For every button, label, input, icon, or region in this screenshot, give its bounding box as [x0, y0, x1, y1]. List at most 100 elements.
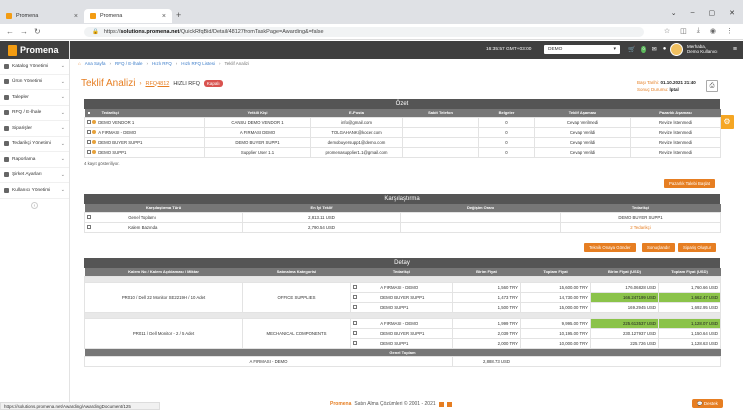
collapse-sidebar-icon[interactable]: ‹ [31, 201, 38, 209]
browser-tab-active[interactable]: Promena × [84, 9, 172, 23]
row-checkbox[interactable] [87, 120, 91, 125]
user-name[interactable]: Merhaba, Demo Kullanıcı [687, 44, 718, 54]
row-checkbox[interactable] [87, 150, 91, 155]
close-tab-icon[interactable]: × [73, 12, 78, 20]
table-row: PR010 / Dell 22 Monitor SE2219H / 10 Ade… [84, 281, 721, 313]
row-checkbox[interactable] [87, 215, 91, 220]
linkedin-icon[interactable] [438, 401, 444, 407]
row-checkbox[interactable] [353, 331, 357, 336]
rfq-link[interactable]: RFQ4812 [145, 80, 170, 87]
ozet-header: Tedarikçi [84, 109, 205, 117]
breadcrumb-item[interactable]: Ana Sayfa [84, 61, 106, 66]
start-negotiation-button[interactable]: Pazarlık Talebi Başlat [664, 179, 716, 188]
breadcrumb-item[interactable]: RFQ / E-İhale [114, 61, 143, 66]
twitter-icon[interactable] [446, 401, 452, 407]
url-input[interactable]: 🔒 https://solutions.promena.net/QuickRfq… [84, 27, 644, 37]
detay-header: Satınalma Kategorisi [242, 268, 351, 276]
request-icon [4, 94, 9, 100]
table-row: DEMO SUPP1 1,500 TRY 15,000.00 TRY 169.2… [85, 301, 721, 313]
sidebar-item-katalog[interactable]: Katalog Yönetimi ⌄ [0, 59, 69, 75]
row-checkbox[interactable] [353, 295, 357, 300]
cart-icon[interactable]: 🛒 [628, 47, 636, 53]
table-row: A FIRMASI - DEMO A FIRMASI DEMO TOLGAHANK… [84, 126, 721, 138]
user-icon [92, 130, 97, 135]
detay-header: Toplam Fiyat (USD) [658, 268, 721, 276]
row-checkbox[interactable] [87, 140, 91, 145]
window-controls: ⌄ – ▢ ✕ [671, 9, 735, 17]
row-checkbox[interactable] [87, 225, 91, 230]
page-title: Teklif Analizi › RFQ4812 HIZLI RFQ Kapal… [81, 78, 223, 89]
table-row: DEMO BUYER SUPP1 DEMO BUYER SUPP1 demobuy… [84, 136, 721, 148]
reload-icon[interactable]: ↻ [34, 27, 41, 36]
avatar[interactable] [670, 43, 683, 56]
minimize-icon[interactable]: – [690, 9, 695, 16]
row-checkbox[interactable] [353, 285, 357, 290]
row-checkbox[interactable] [353, 305, 357, 310]
close-tab-icon[interactable]: × [161, 12, 166, 20]
app-topbar: 16:35:57 GMT+03:00 DEMO ▾ 🛒 0 ✉ ● Merhaba… [70, 41, 743, 59]
grand-total-header: Genel Toplam [84, 348, 721, 356]
home-icon: ⌂ [78, 61, 81, 66]
karsilastirma-header: Tedarikçi [560, 204, 721, 212]
report-icon [4, 156, 9, 162]
sidebar-item-raporlama[interactable]: Raporlama ⌄ [0, 152, 69, 168]
sidebar-item-talepler[interactable]: Talepler ⌄ [0, 90, 69, 106]
browser-toolbar-icons: ☆ ◫ ⤓ ◉ ⋮ [664, 27, 733, 35]
table-row: A FIRMASI - DEMO 2,888.73 USD [84, 355, 721, 367]
sidebar-item-siparisler[interactable]: Siparişler ⌄ [0, 121, 69, 137]
back-icon[interactable]: ← [6, 27, 14, 36]
close-window-icon[interactable]: ✕ [729, 10, 735, 17]
breadcrumb-item[interactable]: Hızlı RFQ Listesi [181, 61, 216, 66]
record-count: 4 kayıt gösteriliyor. [84, 160, 120, 166]
detay-header: Kalem No / Kalem Açıklaması / Miktar [84, 268, 243, 276]
supplier-count-link[interactable]: 2 Tedarikçi [560, 221, 721, 233]
chevron-down-icon: ⌄ [60, 94, 65, 101]
table-row: PR011 / Dell Monitor - 2 / 5 Adet MECHAN… [84, 317, 721, 349]
download-icon[interactable]: ⤓ [696, 27, 700, 34]
promena-logo[interactable]: Promena [0, 41, 69, 59]
tab-list-icon[interactable]: ⌄ [670, 10, 677, 17]
account-icon[interactable]: ◉ [709, 28, 716, 35]
ozet-title: Özet [84, 99, 720, 109]
browser-tab[interactable]: Promena × [0, 9, 84, 23]
chevron-down-icon: ⌄ [60, 78, 65, 85]
browser-status-url: https://solutions.promena.net/Awarding/A… [0, 402, 160, 410]
settings-float-button[interactable]: ⚙ [720, 115, 734, 129]
detay-panel: Detay Kalem No / Kalem Açıklaması / Mikt… [84, 258, 721, 367]
create-order-button[interactable]: Sipariş Oluştur [678, 243, 717, 252]
new-tab-icon[interactable]: + [176, 10, 182, 20]
hamburger-icon[interactable]: ≡ [732, 46, 737, 53]
karsilastirma-title: Karşılaştırma [84, 194, 720, 204]
support-button[interactable]: 💬 Destek [692, 399, 723, 408]
cart-badge: 0 [641, 46, 646, 53]
maximize-icon[interactable]: ▢ [708, 10, 716, 17]
table-row: Kalem Bazında 2,790.54 USD 2 Tedarikçi [84, 221, 721, 233]
row-checkbox[interactable] [353, 341, 357, 346]
row-checkbox[interactable] [87, 130, 91, 135]
send-technical-approval-button[interactable]: Teknik Onaya Gönder [584, 243, 636, 252]
item-description: PR010 / Dell 22 Monitor SE2219H / 10 Ade… [84, 281, 243, 313]
print-button[interactable]: ⎙ [706, 80, 718, 92]
row-checkbox[interactable] [353, 321, 357, 326]
finalize-button[interactable]: Sonuçlandır [642, 243, 675, 252]
menu-dots-icon[interactable]: ⋮ [726, 28, 733, 35]
sidebar-item-kullanici[interactable]: Kullanıcı Yönetimi ⌄ [0, 183, 69, 199]
sidebar-item-urun[interactable]: Ürün Yönetimi ⌄ [0, 75, 69, 90]
breadcrumb-item[interactable]: Hızlı RFQ [152, 61, 172, 66]
forward-icon[interactable]: → [20, 27, 28, 36]
sidebar: Promena Katalog Yönetimi ⌄ Ürün Yönetimi ⌄… [0, 41, 70, 408]
sidebar-item-rfq[interactable]: RFQ / E-İhale ⌄ [0, 106, 69, 121]
bell-icon[interactable]: ● [662, 46, 667, 52]
print-icon: ⎙ [709, 83, 715, 89]
star-icon[interactable]: ☆ [663, 28, 671, 35]
select-all-checkbox[interactable] [86, 111, 91, 116]
sidebar-item-tedarikci[interactable]: Tedarikçi Yönetimi ⌄ [0, 137, 69, 152]
rfq-type: HIZLI RFQ [173, 80, 200, 87]
extensions-icon[interactable]: ◫ [680, 28, 687, 35]
company-select[interactable]: DEMO ▾ [544, 45, 620, 54]
mail-icon[interactable]: ✉ [651, 47, 657, 53]
karsilastirma-header: Değişim Oranı [400, 204, 561, 212]
ozet-header: Yetkili Kişi [204, 109, 311, 117]
detay-table: Kalem No / Kalem Açıklaması / Miktar Sat… [84, 268, 721, 367]
sidebar-item-sirket[interactable]: Şirket Ayarları ⌄ [0, 168, 69, 183]
